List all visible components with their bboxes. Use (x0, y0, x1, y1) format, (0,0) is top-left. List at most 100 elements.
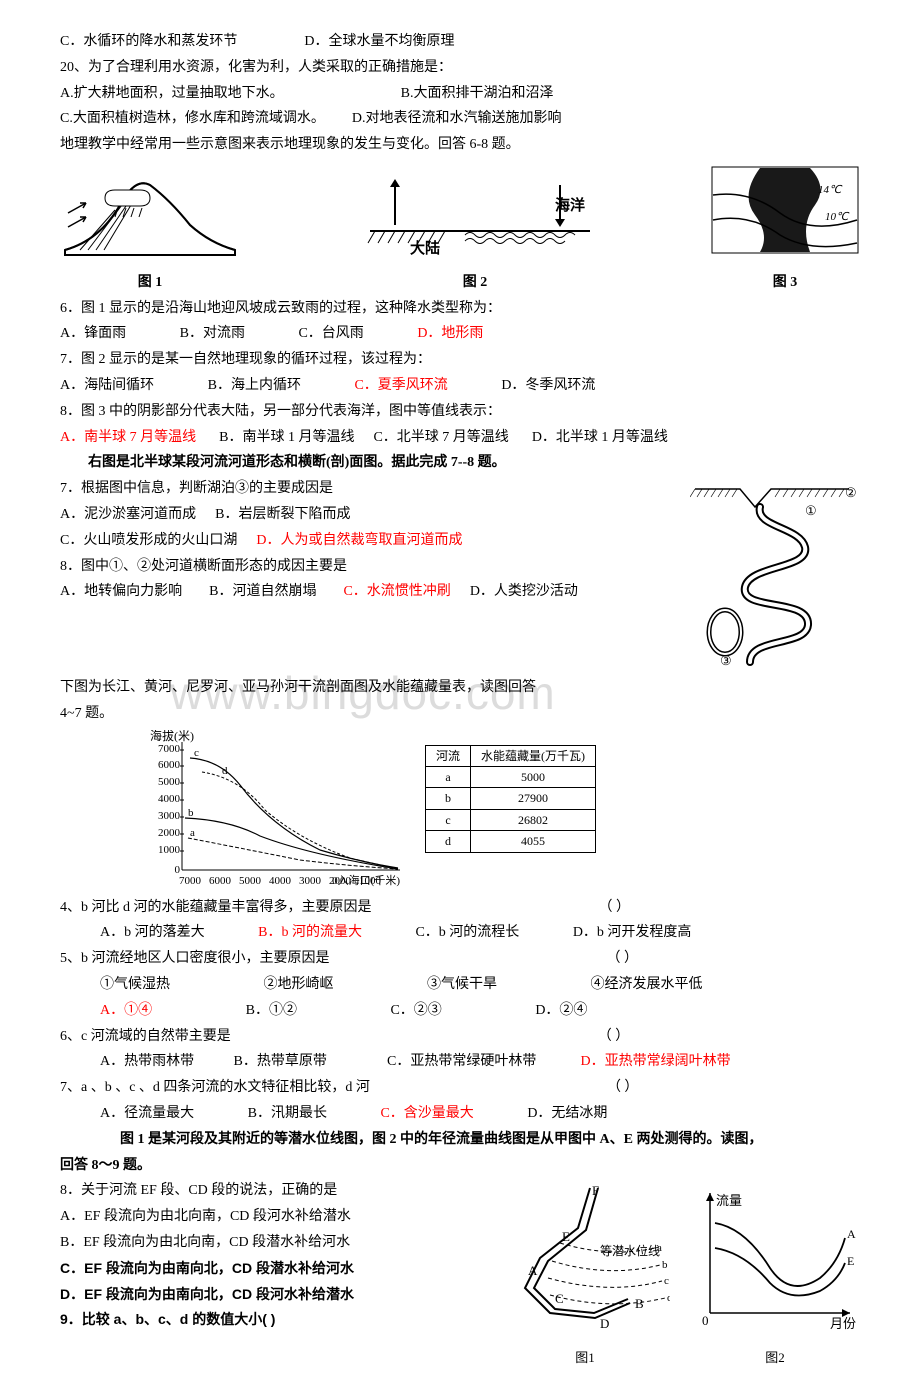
q6b-stem: 6、c 河流域的自然带主要是 (60, 1029, 231, 1044)
q6b-c: C．亚热带常绿硬叶林带 (387, 1050, 577, 1074)
r7-a: A．泥沙淤塞河道而成 (60, 507, 196, 522)
figures-1-2-3: 图 1 大陆 海洋 图 2 (60, 165, 860, 295)
fig3-label: 图 3 (710, 271, 860, 295)
q6-options: A．锋面雨 B．对流雨 C．台风雨 D．地形雨 (60, 322, 860, 346)
svg-text:d: d (667, 1292, 670, 1304)
q20-a: A.扩大耕地面积，过量抽取地下水。 (60, 86, 284, 101)
svg-text:A: A (528, 1263, 538, 1278)
svg-text:E: E (562, 1229, 570, 1244)
svg-text:F: F (592, 1183, 599, 1198)
r7-d: D．人为或自然裁弯取直河道而成 (256, 533, 462, 548)
svg-text:6000: 6000 (158, 759, 181, 771)
fig2-label: 图 2 (350, 271, 600, 295)
chart-intro: 下图为长江、黄河、尼罗河、亚马孙河干流剖面图及水能蕴藏量表，读图回答 (60, 676, 860, 700)
fig2-ocean-label: 海洋 (555, 196, 585, 214)
svg-text:0: 0 (702, 1313, 709, 1328)
svg-text:3000: 3000 (158, 810, 181, 822)
river-intro: 右图是北半球某段河流河道形态和横断(剖)面图。据此完成 7--8 题。 (60, 451, 860, 475)
q20-d: D.对地表径流和水汽输送施加影响 (352, 111, 562, 126)
q7b-d: D．无结冰期 (527, 1102, 607, 1126)
q8-b: B．南半球 1 月等温线 (219, 430, 354, 445)
figure-1: 图 1 (60, 165, 240, 295)
q8-a: A．南半球 7 月等温线 (60, 430, 196, 445)
svg-text:1000: 1000 (158, 844, 181, 856)
fig1-label: 图 1 (60, 271, 240, 295)
th-river: 河流 (426, 745, 471, 766)
r7-b: B．岩层断裂下陷而成 (215, 507, 350, 522)
svg-text:5000: 5000 (239, 875, 262, 887)
svg-text:4000: 4000 (158, 793, 181, 805)
q6b-options: A．热带雨林带 B．热带草原带 C．亚热带常绿硬叶林带 D．亚热带常绿阔叶林带 (60, 1050, 860, 1074)
th-power: 水能蕴藏量(万千瓦) (471, 745, 596, 766)
svg-text:E: E (847, 1254, 854, 1268)
q5-subopts: ①气候湿热 ②地形崎岖 ③气候干旱 ④经济发展水平低 (60, 973, 860, 997)
q7b-row: 7、a 、b 、c 、d 四条河流的水文特征相比较，d 河 （ ） (60, 1076, 860, 1100)
svg-text:7000: 7000 (179, 875, 202, 887)
svg-text:10℃: 10℃ (825, 211, 850, 223)
q4-row: 4、b 河比 d 河的水能蕴藏量丰富得多，主要原因是 （ ） (60, 896, 860, 920)
q5-row: 5、b 河流经地区人口密度很小，主要原因是 （ ） (60, 947, 860, 971)
q4-c: C．b 河的流程长 (415, 921, 519, 945)
q7-options: A．海陆间循环 B．海上内循环 C．夏季风环流 D．冬季风环流 (60, 374, 860, 398)
svg-text:①: ① (805, 503, 817, 518)
q7-a: A．海陆间循环 (60, 374, 154, 398)
svg-text:月份: 月份 (830, 1316, 856, 1331)
q8-options: A．南半球 7 月等温线 B．南半球 1 月等温线 C．北半球 7 月等温线 D… (60, 426, 860, 450)
svg-text:b: b (188, 807, 194, 819)
q6-a: A．锋面雨 (60, 322, 126, 346)
svg-text:③: ③ (720, 653, 732, 667)
q89-intro-2: 回答 8～9 题。 (60, 1154, 860, 1178)
svg-text:a: a (190, 827, 195, 839)
svg-text:流量: 流量 (716, 1193, 742, 1208)
q7b-options: A．径流量最大 B．汛期最长 C．含沙量最大 D．无结冰期 (60, 1102, 860, 1126)
svg-text:D: D (600, 1316, 609, 1331)
q20-row1: A.扩大耕地面积，过量抽取地下水。 B.大面积排干湖泊和沼泽 (60, 82, 860, 106)
svg-text:海拔(米): 海拔(米) (150, 730, 194, 743)
q8-c: C．北半球 7 月等温线 (373, 430, 508, 445)
bottom-fig2: 流量 月份 0 A E (690, 1183, 860, 1338)
bottom-figures: F E A C D B 等潜水位线 a b c d 图1 (500, 1183, 860, 1369)
q19-c: C．水循环的降水和蒸发环节 (60, 34, 237, 49)
figure-3: 14℃ 10℃ 图 3 (710, 165, 860, 295)
svg-text:c: c (664, 1275, 669, 1287)
svg-text:C: C (555, 1291, 564, 1306)
svg-text:d: d (222, 765, 228, 777)
svg-text:5000: 5000 (158, 776, 181, 788)
svg-text:A: A (847, 1227, 856, 1241)
q4-d: D．b 河开发程度高 (573, 921, 692, 945)
svg-text:7000: 7000 (158, 743, 181, 755)
q4-a: A．b 河的落差大 (100, 921, 205, 945)
bottom-fig1: F E A C D B 等潜水位线 a b c d (500, 1183, 670, 1338)
r7-c: C．火山喷发形成的火山口湖 (60, 533, 237, 548)
svg-text:B: B (635, 1296, 644, 1311)
r8-a: A．地转偏向力影响 (60, 584, 182, 599)
q6-stem: 6．图 1 显示的是沿海山地迎风坡成云致雨的过程，这种降水类型称为： (60, 297, 860, 321)
q4-b: B．b 河的流量大 (258, 921, 362, 945)
figure-2: 大陆 海洋 图 2 (350, 165, 600, 295)
svg-text:②: ② (845, 485, 857, 500)
paren: （ ） (599, 896, 631, 920)
q7b-stem: 7、a 、b 、c 、d 四条河流的水文特征相比较，d 河 (60, 1080, 370, 1095)
q5-stem: 5、b 河流经地区人口密度很小，主要原因是 (60, 951, 330, 966)
q7b-b: B．汛期最长 (248, 1102, 327, 1126)
q5-c: C．②③ (390, 999, 441, 1023)
q7b-a: A．径流量最大 (100, 1102, 194, 1126)
q7-c: C．夏季风环流 (354, 374, 447, 398)
svg-text:0入海口(千米): 0入海口(千米) (332, 873, 400, 887)
q6-c: C．台风雨 (298, 322, 363, 346)
q20-row2: C.大面积植树造林，修水库和跨流域调水。 D.对地表径流和水汽输送施加影响 (60, 107, 860, 131)
profile-chart: 海拔(米) 7000 6000 5000 4000 3000 2000 1000… (150, 730, 410, 890)
q7b-c: C．含沙量最大 (380, 1102, 473, 1126)
q89-intro: 图 1 是某河段及其附近的等潜水位线图，图 2 中的年径流量曲线图是从甲图中 A… (60, 1128, 860, 1152)
q4-options: A．b 河的落差大 B．b 河的流量大 C．b 河的流程长 D．b 河开发程度高 (60, 921, 860, 945)
hydropower-table: 河流水能蕴藏量(万千瓦) a5000 b27900 c26802 d4055 (425, 745, 596, 853)
q4-stem: 4、b 河比 d 河的水能蕴藏量丰富得多，主要原因是 (60, 900, 372, 915)
river-figure: ① ② ③ (690, 477, 860, 676)
q5-b: B．①② (246, 999, 297, 1023)
q6-d: D．地形雨 (417, 322, 483, 346)
q5-options: A．①④ B．①② C．②③ D．②④ (60, 999, 860, 1023)
fig2-land-label: 大陆 (410, 239, 440, 257)
r8-c: C．水流惯性冲刷 (343, 584, 450, 599)
q6b-a: A．热带雨林带 (100, 1050, 230, 1074)
svg-text:等潜水位线: 等潜水位线 (600, 1243, 660, 1258)
